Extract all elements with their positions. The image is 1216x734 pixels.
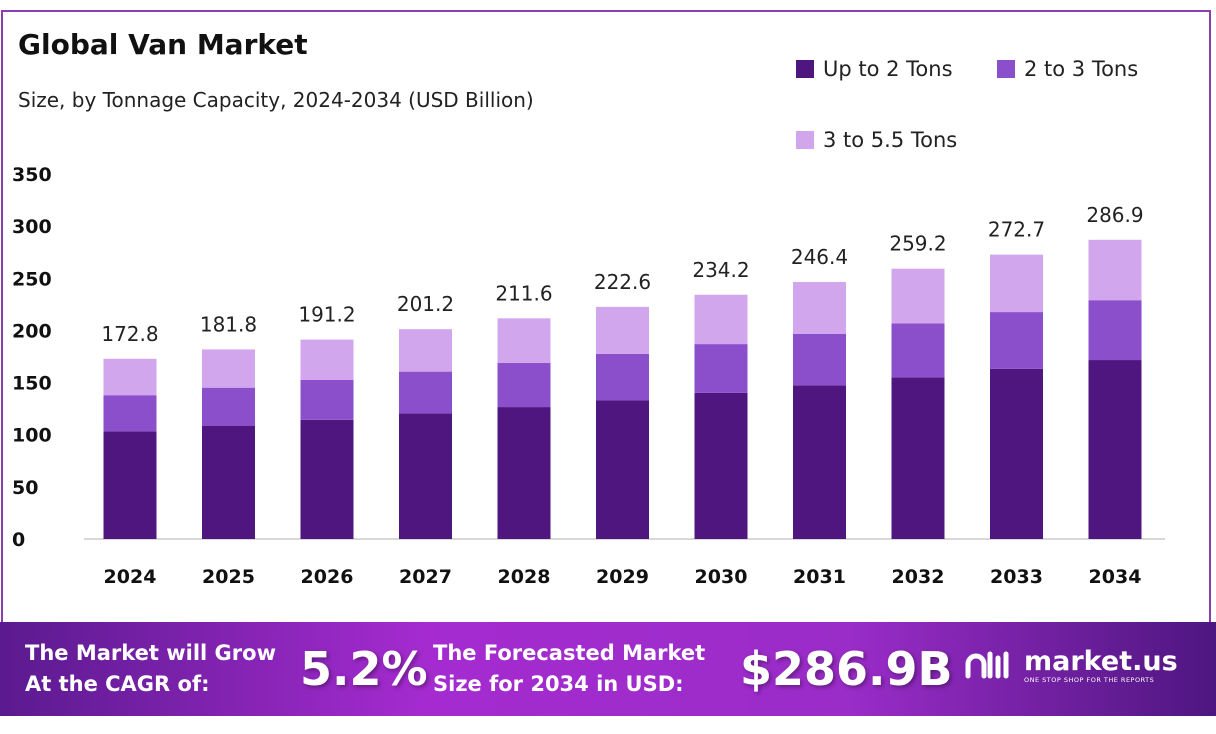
legend-swatch <box>796 60 814 78</box>
total-label: 272.7 <box>988 218 1045 242</box>
legend-label: 3 to 5.5 Tons <box>823 128 958 152</box>
x-tick-label: 2025 <box>202 566 255 588</box>
bar-segment-2030-0 <box>694 392 748 539</box>
summary-banner: The Market will Grow At the CAGR of: 5.2%… <box>0 622 1216 716</box>
bar-segment-2026-0 <box>300 419 354 539</box>
legend-swatch <box>796 131 814 149</box>
bar-segment-2026-1 <box>300 379 354 420</box>
bar-segment-2028-2 <box>497 318 551 363</box>
legend-swatch <box>997 60 1015 78</box>
legend-item-up-to-2-tons: Up to 2 Tons <box>796 57 953 81</box>
bar-segment-2028-0 <box>497 407 551 539</box>
bar-segment-2024-2 <box>103 358 157 396</box>
bar-segment-2031-2 <box>793 282 846 334</box>
market-us-logo: market.us ONE STOP SHOP FOR THE REPORTS <box>962 646 1178 686</box>
x-tick-label: 2033 <box>990 566 1043 588</box>
y-tick-label: 350 <box>12 164 52 186</box>
bar-segment-2028-1 <box>497 362 551 408</box>
x-tick-label: 2027 <box>399 566 452 588</box>
bar-segment-2030-2 <box>694 294 748 345</box>
bar-segment-2025-2 <box>202 349 255 388</box>
bar-segment-2027-1 <box>399 371 452 414</box>
y-tick-label: 0 <box>12 529 25 551</box>
bar-segment-2033-0 <box>990 368 1043 539</box>
bar-segment-2031-0 <box>793 385 846 539</box>
y-tick-label: 100 <box>12 425 52 447</box>
forecast-value: $286.9B <box>740 642 953 696</box>
total-label: 259.2 <box>889 232 946 256</box>
total-label: 211.6 <box>495 281 552 305</box>
x-tick-label: 2024 <box>104 566 157 588</box>
x-tick-label: 2031 <box>793 566 846 588</box>
logo-icon <box>965 651 1009 679</box>
total-label: 191.2 <box>298 303 355 327</box>
x-tick-label: 2026 <box>301 566 354 588</box>
legend-item-3-to-5-5-tons: 3 to 5.5 Tons <box>796 128 957 152</box>
total-label: 172.8 <box>101 322 158 346</box>
x-tick-label: 2034 <box>1089 566 1142 588</box>
bar-segment-2027-2 <box>399 329 452 372</box>
x-tick-label: 2030 <box>695 566 748 588</box>
y-tick-label: 50 <box>12 477 38 499</box>
total-label: 222.6 <box>594 270 651 294</box>
bar-segment-2025-1 <box>202 387 255 426</box>
bar-segment-2034-1 <box>1088 300 1142 361</box>
bar-segment-2032-2 <box>891 268 945 324</box>
y-tick-label: 250 <box>12 268 52 290</box>
x-tick-label: 2032 <box>892 566 945 588</box>
chart-subtitle: Size, by Tonnage Capacity, 2024-2034 (US… <box>18 88 534 112</box>
cagr-label: The Market will Grow At the CAGR of: <box>25 641 276 696</box>
y-tick-label: 150 <box>12 373 52 395</box>
bar-chart: 0 50 100 150 200 250 300 350 172.8 2024 181.8 2025 1… <box>12 164 1165 588</box>
bar-segment-2034-0 <box>1088 360 1142 539</box>
bar-segment-2024-0 <box>103 431 157 539</box>
chart-frame <box>1 10 1211 622</box>
total-label: 246.4 <box>791 245 848 269</box>
bar-segment-2029-2 <box>596 306 649 354</box>
bar-segment-2031-1 <box>793 333 846 386</box>
bar-segment-2027-0 <box>399 413 452 539</box>
total-label: 286.9 <box>1086 203 1143 227</box>
bar-segment-2033-1 <box>990 312 1043 369</box>
bar-segment-2030-1 <box>694 344 748 393</box>
total-label: 234.2 <box>692 258 749 282</box>
legend-label: 2 to 3 Tons <box>1024 57 1139 81</box>
bar-segment-2026-2 <box>300 339 354 380</box>
x-tick-label: 2028 <box>498 566 551 588</box>
bar-segment-2025-0 <box>202 425 255 539</box>
logo-tagline: ONE STOP SHOP FOR THE REPORTS <box>1024 676 1155 684</box>
x-tick-label: 2029 <box>596 566 649 588</box>
forecast-label: The Forecasted Market Size for 2034 in US… <box>433 641 706 696</box>
chart-title: Global Van Market <box>18 28 308 61</box>
legend-label: Up to 2 Tons <box>823 57 953 81</box>
bar-segment-2033-2 <box>990 254 1043 313</box>
bar-segment-2029-1 <box>596 353 649 401</box>
y-tick-label: 300 <box>12 216 52 238</box>
total-label: 201.2 <box>397 292 454 316</box>
bar-segment-2032-1 <box>891 323 945 378</box>
logo-text: market.us <box>1024 646 1178 677</box>
bar-segment-2034-2 <box>1088 239 1142 301</box>
y-tick-label: 200 <box>12 320 52 342</box>
bar-segment-2024-1 <box>103 395 157 432</box>
cagr-value: 5.2% <box>300 642 428 696</box>
total-label: 181.8 <box>200 312 257 336</box>
bar-segment-2029-0 <box>596 400 649 539</box>
legend-item-2-to-3-tons: 2 to 3 Tons <box>997 57 1138 81</box>
bar-segment-2032-0 <box>891 377 945 539</box>
